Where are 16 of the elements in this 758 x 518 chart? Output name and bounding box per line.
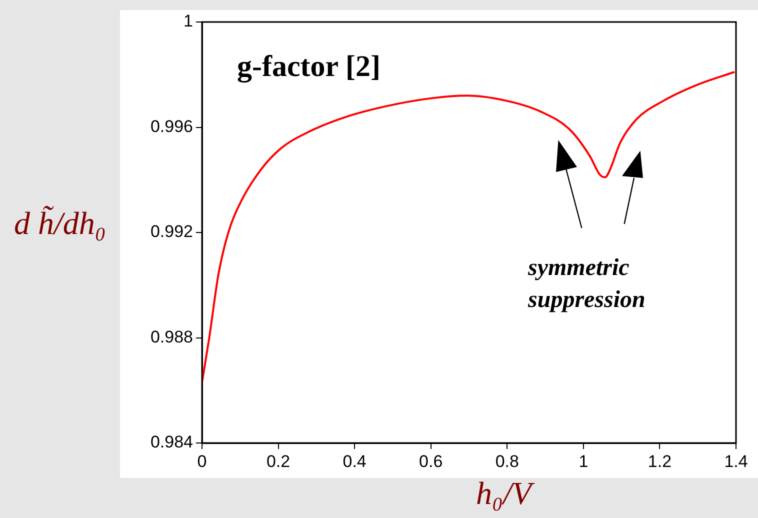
x-tick-label: 0.8 [495,452,519,471]
x-tick-label: 0.4 [342,452,366,471]
y-tick-label: 0.984 [150,432,193,452]
y-tick-label: 0.996 [150,116,193,136]
x-tick-label: 1 [578,452,588,471]
y-tick-label: 0.992 [150,222,193,242]
x-tick-label: 0 [197,452,207,471]
annotation: symmetric suppression [528,254,646,315]
text: g-factor [2] [237,50,381,84]
x-tick-label: 0.6 [419,452,443,471]
y-tick-label: 0.988 [150,327,193,346]
y-tick-label: 1 [184,12,193,31]
x-tick-label: 0.2 [266,452,290,471]
x-tick-label: 1.2 [648,452,672,471]
y-axis-title: d h̃/dh₀ [14,205,106,242]
x-tick-label: 1.4 [724,452,748,471]
